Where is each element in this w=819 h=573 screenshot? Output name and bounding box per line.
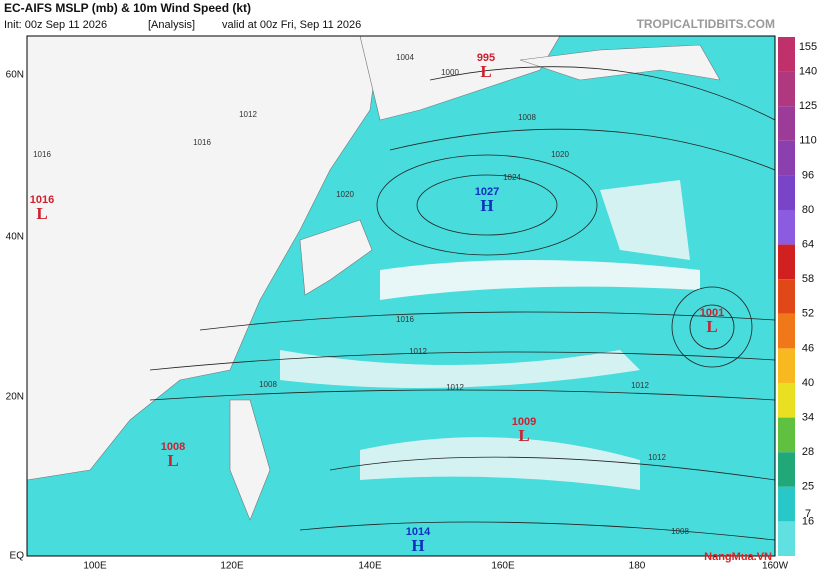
valid-time: valid at 00z Fri, Sep 11 2026 [222, 19, 361, 31]
colorbar-label: 25 [802, 481, 814, 493]
japan [299, 219, 373, 296]
calm-band [360, 437, 640, 490]
colorbar-label: 7 [805, 508, 811, 520]
isobar-label: 1004 [396, 53, 414, 62]
isobar-label: 1012 [631, 381, 649, 390]
center-pressure: 1009 [512, 416, 536, 428]
colorbar-label: 28 [802, 446, 814, 458]
isobar [416, 174, 558, 236]
site-name: TROPICALTIDBITS.COM [637, 17, 775, 31]
isobar [329, 456, 776, 481]
philippines [229, 399, 271, 521]
colorbar-label: 140 [799, 66, 817, 78]
isobar-label: 1020 [551, 150, 569, 159]
colorbar-band [778, 244, 795, 280]
calm-band [280, 350, 640, 388]
lon-label: 160E [491, 561, 515, 572]
colorbar-label: 58 [802, 273, 814, 285]
isobar-label: 1012 [648, 453, 666, 462]
lat-label: EQ [10, 551, 25, 562]
colorbar-label: 52 [802, 308, 814, 320]
colorbar-band [778, 313, 795, 349]
isobar [299, 521, 776, 541]
isobar-label: 1012 [446, 383, 464, 392]
lon-label: 100E [83, 561, 107, 572]
colorbar-label: 155 [799, 41, 817, 53]
center-pressure: 1014 [406, 526, 431, 538]
center-symbol: L [706, 317, 717, 336]
isobar-label: 1008 [259, 380, 277, 389]
colorbar-band [778, 175, 795, 210]
colorbar-band [778, 521, 795, 556]
init-time: Init: 00z Sep 11 2026 [4, 19, 107, 31]
colorbar-band [778, 210, 795, 245]
isobar-label: 1024 [503, 173, 521, 182]
isobar [671, 286, 753, 368]
lat-label: 20N [6, 392, 24, 403]
colorbar-band [778, 486, 795, 522]
center-pressure: 995 [477, 52, 495, 64]
isobar-label: 1016 [33, 150, 51, 159]
isobar-label: 1012 [239, 110, 257, 119]
title: EC-AIFS MSLP (mb) & 10m Wind Speed (kt) [4, 1, 251, 15]
center-symbol: L [36, 204, 47, 223]
isobar-label: 1012 [409, 347, 427, 356]
colorbar-label: 34 [802, 412, 814, 424]
center-pressure: 1001 [700, 307, 724, 319]
colorbar-label: 40 [802, 377, 814, 389]
run-type: [Analysis] [148, 19, 195, 31]
center-pressure: 1008 [161, 441, 185, 453]
isobar [149, 389, 776, 401]
calm-band [380, 260, 700, 300]
land-alaska [519, 44, 721, 81]
isobar [689, 304, 735, 350]
colorbar-label: 96 [802, 169, 814, 181]
calm-band [600, 180, 690, 260]
lat-label: 60N [6, 70, 24, 81]
isobar [429, 66, 776, 121]
colorbar-band [778, 71, 795, 107]
colorbar-band [778, 417, 795, 453]
center-symbol: L [167, 451, 178, 470]
map-area [26, 35, 776, 557]
center-symbol: H [480, 196, 493, 215]
isobar-label: 1008 [671, 527, 689, 536]
map-frame [26, 35, 776, 557]
isobar [376, 154, 598, 256]
colorbar-band [778, 37, 795, 72]
colorbar-band [778, 452, 795, 487]
isobar-label: 1000 [441, 68, 459, 77]
center-symbol: H [411, 536, 424, 555]
isobar [389, 128, 776, 171]
colorbar-band [778, 383, 795, 418]
isobar-label: 1016 [193, 138, 211, 147]
isobar-label: 1020 [336, 190, 354, 199]
lon-label: 160W [762, 561, 789, 572]
watermark: NangMua.VN [704, 551, 772, 563]
colorbar-label: 64 [802, 239, 814, 251]
isobar [199, 311, 776, 331]
colorbar-label: 80 [802, 204, 814, 216]
lon-label: 120E [220, 561, 244, 572]
colorbar-band [778, 106, 795, 141]
lat-label: 40N [6, 232, 24, 243]
center-pressure: 1027 [475, 186, 499, 198]
center-symbol: L [518, 426, 529, 445]
colorbar-band [778, 140, 795, 176]
colorbar-band [778, 279, 795, 314]
colorbar-label: 46 [802, 342, 814, 354]
colorbar-label: 125 [799, 100, 817, 112]
lon-label: 140E [358, 561, 382, 572]
isobar-label: 1016 [396, 315, 414, 324]
isobar-label: 1008 [518, 113, 536, 122]
colorbar-label: 110 [799, 135, 817, 147]
colorbar-band [778, 348, 795, 383]
colorbar-label: 16 [802, 515, 814, 527]
land-asia [26, 35, 381, 481]
center-pressure: 1016 [30, 194, 54, 206]
center-symbol: L [480, 62, 491, 81]
lon-label: 180 [629, 561, 646, 572]
